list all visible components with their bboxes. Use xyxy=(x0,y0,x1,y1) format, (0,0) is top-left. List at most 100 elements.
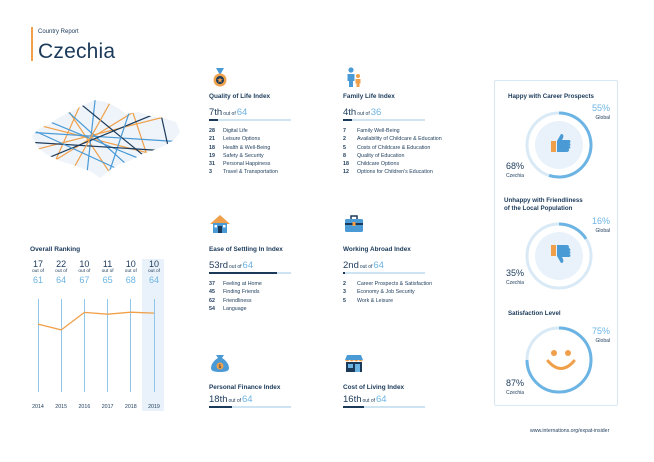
subindex-row: 8 Quality of Education xyxy=(343,152,473,160)
personal-finance-rank: 18thout of64 xyxy=(209,394,339,405)
thumbs-down-icon xyxy=(551,245,571,263)
subindex-label: Feeling at Home xyxy=(223,281,262,287)
cost-of-living-title: Cost of Living Index xyxy=(343,384,405,391)
subindex-rank: 62 xyxy=(209,297,215,304)
current-year-highlight xyxy=(142,259,164,411)
page-title: Czechia xyxy=(38,40,116,63)
subindex-label: Costs of Childcare & Education xyxy=(357,144,431,151)
medal-icon xyxy=(213,68,227,87)
subindex-label: Work & Leisure xyxy=(357,297,394,304)
subindex-rank: 2 xyxy=(343,136,346,143)
subindex-row: 18 Health & Well-Being xyxy=(209,144,339,152)
cost-of-living-rank: 16thout of64 xyxy=(343,394,473,405)
subindex-row: 3 Travel & Transportation xyxy=(209,168,339,176)
quality-of-life-subindices: 28 Digital Life 21 Leisure Options 18 Health … xyxy=(209,127,339,177)
friendliness-global-label: Global xyxy=(595,228,610,234)
subindex-rank: 31 xyxy=(209,161,215,168)
subindex-label: Language xyxy=(223,305,247,312)
subindex-rank: 2 xyxy=(343,281,346,287)
rank-total: 64 xyxy=(376,394,387,405)
subindex-rank: 28 xyxy=(209,128,215,134)
subindex-row: 62 Friendliness xyxy=(209,297,339,305)
subindex-label: Safety & Security xyxy=(223,152,264,159)
subindex-row: 2 Career Prospects & Satisfaction xyxy=(343,280,473,288)
career-country-label: Czechia xyxy=(506,173,525,179)
subindex-label: Personal Happiness xyxy=(223,161,271,168)
rank-of: out of xyxy=(223,111,236,117)
rank-value: 16th xyxy=(343,394,362,405)
subindex-row: 2 Availability of Childcare & Education xyxy=(343,135,473,143)
friendliness-global-arc xyxy=(558,222,588,240)
rank-value: 7th xyxy=(209,107,223,118)
ease-of-settling-rank: 53rdout of64 xyxy=(209,260,339,271)
satisfaction-country-pct: 87% xyxy=(506,378,525,388)
subindex-row: 21 Leisure Options xyxy=(209,135,339,143)
svg-text:$: $ xyxy=(218,364,221,370)
subindex-label: Childcare Options xyxy=(357,161,400,168)
subindex-rank: 54 xyxy=(209,305,215,312)
subindex-rank: 45 xyxy=(209,289,215,296)
subindex-row: 18 Childcare Options xyxy=(343,160,473,168)
thumbs-up-icon xyxy=(551,134,571,152)
subindex-label: Family Well-Being xyxy=(357,128,400,134)
rank-of: out of xyxy=(228,398,242,404)
subindex-row: 45 Finding Friends xyxy=(209,288,339,296)
family-icon xyxy=(347,67,361,87)
subindex-label: Economy & Job Security xyxy=(357,289,415,296)
subindex-rank: 3 xyxy=(209,169,212,176)
subindex-rank: 12 xyxy=(343,169,349,176)
subindex-label: Travel & Transportation xyxy=(223,169,278,176)
country-map xyxy=(32,100,180,178)
report-subtitle: Country Report xyxy=(38,29,79,35)
rank-value: 4th xyxy=(343,107,357,118)
subindex-row: 12 Options for Children's Education xyxy=(343,168,473,176)
friendliness-title-2: of the Local Population xyxy=(504,205,573,212)
quality-of-life-section: Quality of Life Index 7thout of64 28 Digi… xyxy=(209,93,339,177)
rank-of: out of xyxy=(359,264,373,270)
personal-finance-section: Personal Finance Index 18thout of64 xyxy=(209,384,339,408)
subindex-rank: 21 xyxy=(209,136,215,143)
ease-of-settling-subindices: 37 Feeling at Home 45 Finding Friends 62 Frie… xyxy=(209,280,339,313)
career-country-pct: 68% xyxy=(506,161,525,171)
rank-bar xyxy=(209,119,291,121)
rank-total: 64 xyxy=(242,260,254,271)
subindex-rank: 18 xyxy=(343,161,349,168)
rank-bar xyxy=(209,272,291,274)
smiley-icon xyxy=(546,350,576,370)
subindex-row: 31 Personal Happiness xyxy=(209,160,339,168)
subindex-rank: 37 xyxy=(209,281,215,287)
satisfaction-global-pct: 75% xyxy=(591,326,610,336)
rank-value: 18th xyxy=(209,394,228,405)
rank-bar xyxy=(209,406,291,408)
rank-total: 64 xyxy=(236,107,248,118)
subindex-label: Career Prospects & Satisfaction xyxy=(357,281,433,287)
shop-icon xyxy=(345,355,363,372)
title-accent-bar xyxy=(31,27,33,61)
subindex-label: Finding Friends xyxy=(223,289,260,296)
working-abroad-section: Working Abroad Index 2ndout of64 2 Career… xyxy=(343,246,473,305)
subindex-rank: 8 xyxy=(343,152,346,159)
subindex-row: 3 Economy & Job Security xyxy=(343,288,473,296)
money-bag-icon: $ xyxy=(211,355,229,372)
footer-url[interactable]: www.internations.org/expat-insider xyxy=(530,428,610,434)
rank-total: 64 xyxy=(373,260,384,271)
subindex-row: 5 Work & Leisure xyxy=(343,297,473,305)
family-life-subindices: 7 Family Well-Being 2 Availability of Child… xyxy=(343,127,473,177)
quality-of-life-title: Quality of Life Index xyxy=(209,93,271,100)
family-life-rank: 4thout of36 xyxy=(343,107,473,118)
working-abroad-subindices: 2 Career Prospects & Satisfaction 3 Economy… xyxy=(343,280,473,305)
rank-value: 53rd xyxy=(209,260,229,271)
subindex-rank: 5 xyxy=(343,297,346,304)
rank-bar xyxy=(343,119,425,121)
rank-of: out of xyxy=(362,398,376,404)
subindex-row: 5 Costs of Childcare & Education xyxy=(343,144,473,152)
subindex-label: Digital Life xyxy=(223,128,248,134)
friendliness-country-pct: 35% xyxy=(506,268,525,278)
overall-ranking-title: Overall Ranking xyxy=(30,246,81,253)
friendliness-title-1: Unhappy with Friendliness xyxy=(504,197,583,204)
briefcase-icon xyxy=(345,215,363,232)
subindex-row: 7 Family Well-Being xyxy=(343,127,473,135)
subindex-rank: 18 xyxy=(209,144,215,151)
rank-of: out of xyxy=(357,111,370,117)
